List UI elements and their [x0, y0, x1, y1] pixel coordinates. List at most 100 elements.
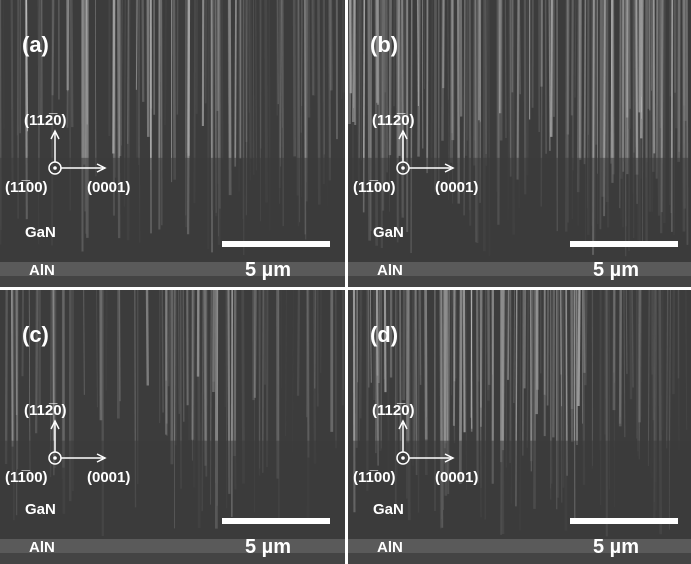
streak: [383, 290, 387, 393]
layer-bottom-label: AlN: [377, 539, 403, 556]
aln-layer: [348, 262, 691, 276]
streak: [582, 290, 586, 373]
streak: [417, 0, 421, 157]
streak: [678, 290, 680, 451]
gan-shade: [0, 157, 345, 273]
streak: [220, 0, 224, 160]
streak: [424, 290, 428, 440]
panel: (a) (112̅0) (11̅00) (0001) GaN AlN 5 µm: [0, 0, 345, 287]
panel: (d) (112̅0) (11̅00) (0001) GaN AlN 5 µm: [348, 290, 691, 564]
streak: [352, 0, 356, 123]
streak: [121, 0, 123, 146]
streak: [626, 0, 629, 163]
streak: [248, 0, 253, 159]
streak: [52, 290, 55, 464]
axis-out-label: (11̅00): [5, 179, 48, 196]
streak: [141, 0, 145, 102]
streak: [234, 0, 237, 167]
streak: [646, 0, 650, 109]
streak: [484, 0, 487, 155]
streak: [462, 290, 466, 433]
streak: [341, 290, 345, 390]
streak: [312, 290, 317, 464]
streak: [402, 290, 406, 401]
panel-label: (a): [22, 32, 49, 57]
streak: [247, 0, 250, 113]
aln-layer: [348, 539, 691, 553]
streak: [638, 290, 641, 460]
axis-up-label: (112̅0): [372, 112, 415, 129]
streak: [526, 290, 530, 448]
streak: [263, 290, 267, 385]
streak: [227, 0, 230, 104]
streak: [550, 0, 554, 137]
axis-up-label: (112̅0): [24, 402, 67, 419]
streak: [523, 290, 527, 389]
layer-top-label: GaN: [373, 224, 404, 241]
gan-shade: [348, 440, 691, 551]
streak: [203, 290, 207, 466]
streak: [623, 290, 626, 438]
streak: [51, 0, 55, 96]
streak: [652, 290, 655, 421]
streak: [476, 290, 480, 382]
streak: [135, 0, 138, 90]
streak: [548, 0, 551, 151]
streak: [280, 0, 283, 167]
streak: [559, 290, 562, 375]
streak: [446, 290, 448, 441]
streak: [413, 290, 416, 458]
streak: [341, 290, 345, 406]
streak: [359, 290, 363, 419]
arrowhead: [398, 129, 408, 140]
axis-up-label: (112̅0): [24, 112, 67, 129]
streak: [552, 290, 556, 438]
streak: [623, 0, 627, 162]
streak: [311, 0, 315, 96]
streak: [635, 0, 637, 147]
streak: [560, 290, 563, 407]
streak: [307, 0, 311, 118]
streak: [191, 290, 195, 440]
streak: [625, 290, 628, 374]
streak: [216, 0, 220, 184]
streak: [112, 0, 116, 154]
streak: [383, 290, 386, 380]
axis-out-dot: [53, 166, 57, 170]
streak: [628, 0, 631, 109]
layer-bottom-label: AlN: [29, 539, 55, 556]
streak: [99, 290, 102, 411]
substrate: [0, 276, 345, 287]
streak: [584, 290, 588, 386]
streak: [25, 0, 29, 132]
streak: [314, 290, 317, 389]
streak: [255, 290, 257, 381]
streak: [419, 290, 422, 385]
axis-right-label: (0001): [435, 179, 478, 196]
streak: [11, 0, 14, 110]
streak: [570, 290, 574, 443]
streak: [638, 290, 642, 423]
panel-label: (d): [370, 322, 398, 347]
arrowhead: [96, 453, 107, 463]
streak: [501, 290, 505, 451]
axis-out-label: (11̅00): [5, 469, 48, 486]
layer-top-label: GaN: [25, 501, 56, 518]
streak: [442, 0, 445, 89]
streak: [341, 0, 344, 100]
panel-label: (b): [370, 32, 398, 57]
layer-top-label: GaN: [373, 501, 404, 518]
streak: [204, 0, 208, 104]
streak: [36, 290, 39, 405]
streak: [164, 0, 167, 126]
streak: [620, 0, 624, 179]
scale-bar: [222, 241, 330, 247]
layer-bottom-label: AlN: [29, 262, 55, 279]
streak: [70, 0, 74, 128]
scale-bar: [570, 518, 678, 524]
streak: [577, 290, 581, 406]
axis-right-label: (0001): [435, 469, 478, 486]
streak: [95, 290, 98, 408]
streak: [618, 290, 623, 424]
